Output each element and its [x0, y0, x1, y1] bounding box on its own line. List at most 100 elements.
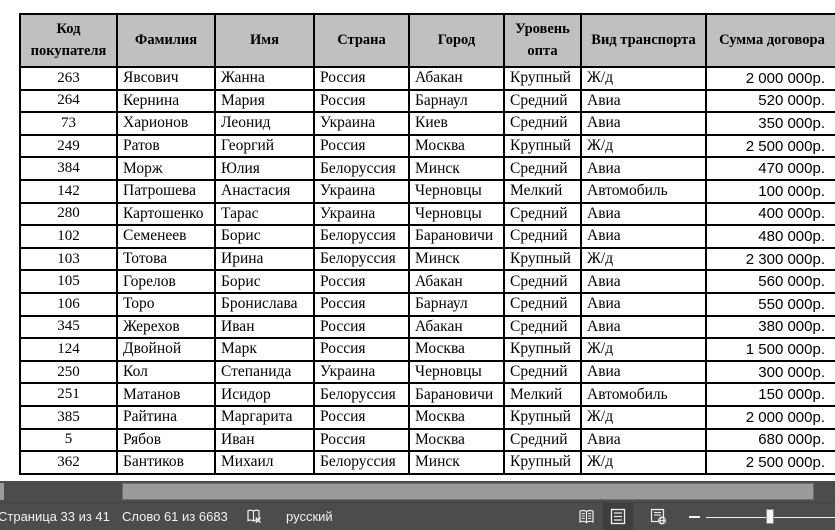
table-cell[interactable]: Москва	[408, 337, 505, 362]
table-cell[interactable]: Средний	[503, 314, 582, 340]
table-cell[interactable]: 385	[19, 404, 118, 430]
table-cell[interactable]: 105	[19, 269, 118, 294]
table-cell[interactable]: Борис	[214, 269, 315, 294]
table-cell[interactable]: 520 000р.	[705, 88, 835, 114]
table-cell[interactable]: Ратов	[116, 133, 216, 159]
table-cell[interactable]: Средний	[503, 111, 582, 136]
table-cell[interactable]: Минск	[408, 246, 505, 272]
table-cell[interactable]: Явсович	[116, 66, 216, 91]
table-cell[interactable]: Абакан	[408, 66, 505, 91]
table-cell[interactable]: 2 000 000р.	[705, 66, 835, 91]
table-cell[interactable]: Семенеев	[116, 224, 216, 249]
table-cell[interactable]: 350 000р.	[705, 111, 835, 136]
table-cell[interactable]: Минск	[408, 156, 505, 181]
table-cell[interactable]: Россия	[313, 66, 410, 91]
table-cell[interactable]: Бантиков	[116, 450, 216, 475]
table-cell[interactable]: Леонид	[214, 111, 315, 136]
table-cell[interactable]: Анастасия	[214, 178, 315, 204]
table-cell[interactable]: 251	[19, 382, 118, 407]
table-cell[interactable]: Иван	[214, 314, 315, 340]
table-cell[interactable]: Москва	[408, 133, 505, 159]
table-cell[interactable]: 384	[19, 156, 118, 181]
table-cell[interactable]: 400 000р.	[705, 201, 835, 227]
table-cell[interactable]: Украина	[313, 359, 410, 385]
table-cell[interactable]: Ирина	[214, 246, 315, 272]
column-header[interactable]: Код покупателя	[19, 13, 118, 68]
table-cell[interactable]: Ж/д	[580, 246, 707, 272]
table-cell[interactable]: Москва	[408, 427, 505, 453]
table-cell[interactable]: Украина	[313, 111, 410, 136]
table-cell[interactable]: Жанна	[214, 66, 315, 91]
column-header[interactable]: Сумма договора	[705, 13, 835, 68]
table-cell[interactable]: Жерехов	[116, 314, 216, 340]
table-cell[interactable]: 5	[19, 427, 118, 453]
table-cell[interactable]: Ж/д	[580, 133, 707, 159]
table-cell[interactable]: 124	[19, 337, 118, 362]
table-cell[interactable]: Автомобиль	[580, 382, 707, 407]
column-header[interactable]: Фамилия	[116, 13, 216, 68]
table-cell[interactable]: Морж	[116, 156, 216, 181]
table-cell[interactable]: Крупный	[503, 450, 582, 475]
table-cell[interactable]: Белоруссия	[313, 156, 410, 181]
table-cell[interactable]: Россия	[313, 291, 410, 317]
table-cell[interactable]: Авиа	[580, 201, 707, 227]
table-cell[interactable]: Средний	[503, 359, 582, 385]
table-cell[interactable]: 264	[19, 88, 118, 114]
table-cell[interactable]: Средний	[503, 201, 582, 227]
proofing-errors-icon[interactable]	[245, 508, 263, 526]
table-cell[interactable]: Мелкий	[503, 382, 582, 407]
table-cell[interactable]: Средний	[503, 224, 582, 249]
table-cell[interactable]: Абакан	[408, 314, 505, 340]
table-cell[interactable]: 2 300 000р.	[705, 246, 835, 272]
horizontal-scrollbar[interactable]	[0, 481, 835, 503]
table-cell[interactable]: Средний	[503, 291, 582, 317]
table-cell[interactable]: Матанов	[116, 382, 216, 407]
table-cell[interactable]: 250	[19, 359, 118, 385]
column-header[interactable]: Уровень опта	[503, 13, 582, 68]
table-cell[interactable]: Тарас	[214, 201, 315, 227]
table-cell[interactable]: Маргарита	[214, 404, 315, 430]
table-cell[interactable]: Бронислава	[214, 291, 315, 317]
table-cell[interactable]: Средний	[503, 427, 582, 453]
table-cell[interactable]: 2 500 000р.	[705, 133, 835, 159]
table-cell[interactable]: Абакан	[408, 269, 505, 294]
table-cell[interactable]: Двойной	[116, 337, 216, 362]
table-cell[interactable]: Москва	[408, 404, 505, 430]
table-cell[interactable]: 380 000р.	[705, 314, 835, 340]
table-cell[interactable]: Крупный	[503, 337, 582, 362]
table-cell[interactable]: Райтина	[116, 404, 216, 430]
table-cell[interactable]: Барановичи	[408, 224, 505, 249]
column-header[interactable]: Город	[408, 13, 505, 68]
table-cell[interactable]: 103	[19, 246, 118, 272]
table-cell[interactable]: 106	[19, 291, 118, 317]
table-cell[interactable]: Борис	[214, 224, 315, 249]
table-cell[interactable]: Крупный	[503, 133, 582, 159]
document-page[interactable]: Код покупателя Фамилия Имя Страна Город Урове…	[0, 0, 835, 481]
table-cell[interactable]: Средний	[503, 269, 582, 294]
table-cell[interactable]: Авиа	[580, 359, 707, 385]
table-cell[interactable]: Кернина	[116, 88, 216, 114]
table-cell[interactable]: Юлия	[214, 156, 315, 181]
table-cell[interactable]: 150 000р.	[705, 382, 835, 407]
table-cell[interactable]: Торо	[116, 291, 216, 317]
table-cell[interactable]: Авиа	[580, 427, 707, 453]
table-cell[interactable]: 280	[19, 201, 118, 227]
table-cell[interactable]: Черновцы	[408, 359, 505, 385]
table-cell[interactable]: Минск	[408, 450, 505, 475]
table-cell[interactable]: Барнаул	[408, 291, 505, 317]
table-cell[interactable]: Барановичи	[408, 382, 505, 407]
scroll-left-button[interactable]	[0, 483, 4, 500]
table-cell[interactable]: 680 000р.	[705, 427, 835, 453]
table-cell[interactable]: 100 000р.	[705, 178, 835, 204]
table-cell[interactable]: Картошенко	[116, 201, 216, 227]
table-cell[interactable]: 470 000р.	[705, 156, 835, 181]
table-cell[interactable]: Россия	[313, 337, 410, 362]
table-cell[interactable]: Ж/д	[580, 337, 707, 362]
page-indicator[interactable]: Страница 33 из 41	[0, 509, 110, 524]
table-cell[interactable]: Россия	[313, 427, 410, 453]
table-cell[interactable]: Исидор	[214, 382, 315, 407]
table-cell[interactable]: Крупный	[503, 404, 582, 430]
language-indicator[interactable]: русский	[286, 509, 333, 524]
table-cell[interactable]: Степанида	[214, 359, 315, 385]
table-cell[interactable]: Россия	[313, 269, 410, 294]
